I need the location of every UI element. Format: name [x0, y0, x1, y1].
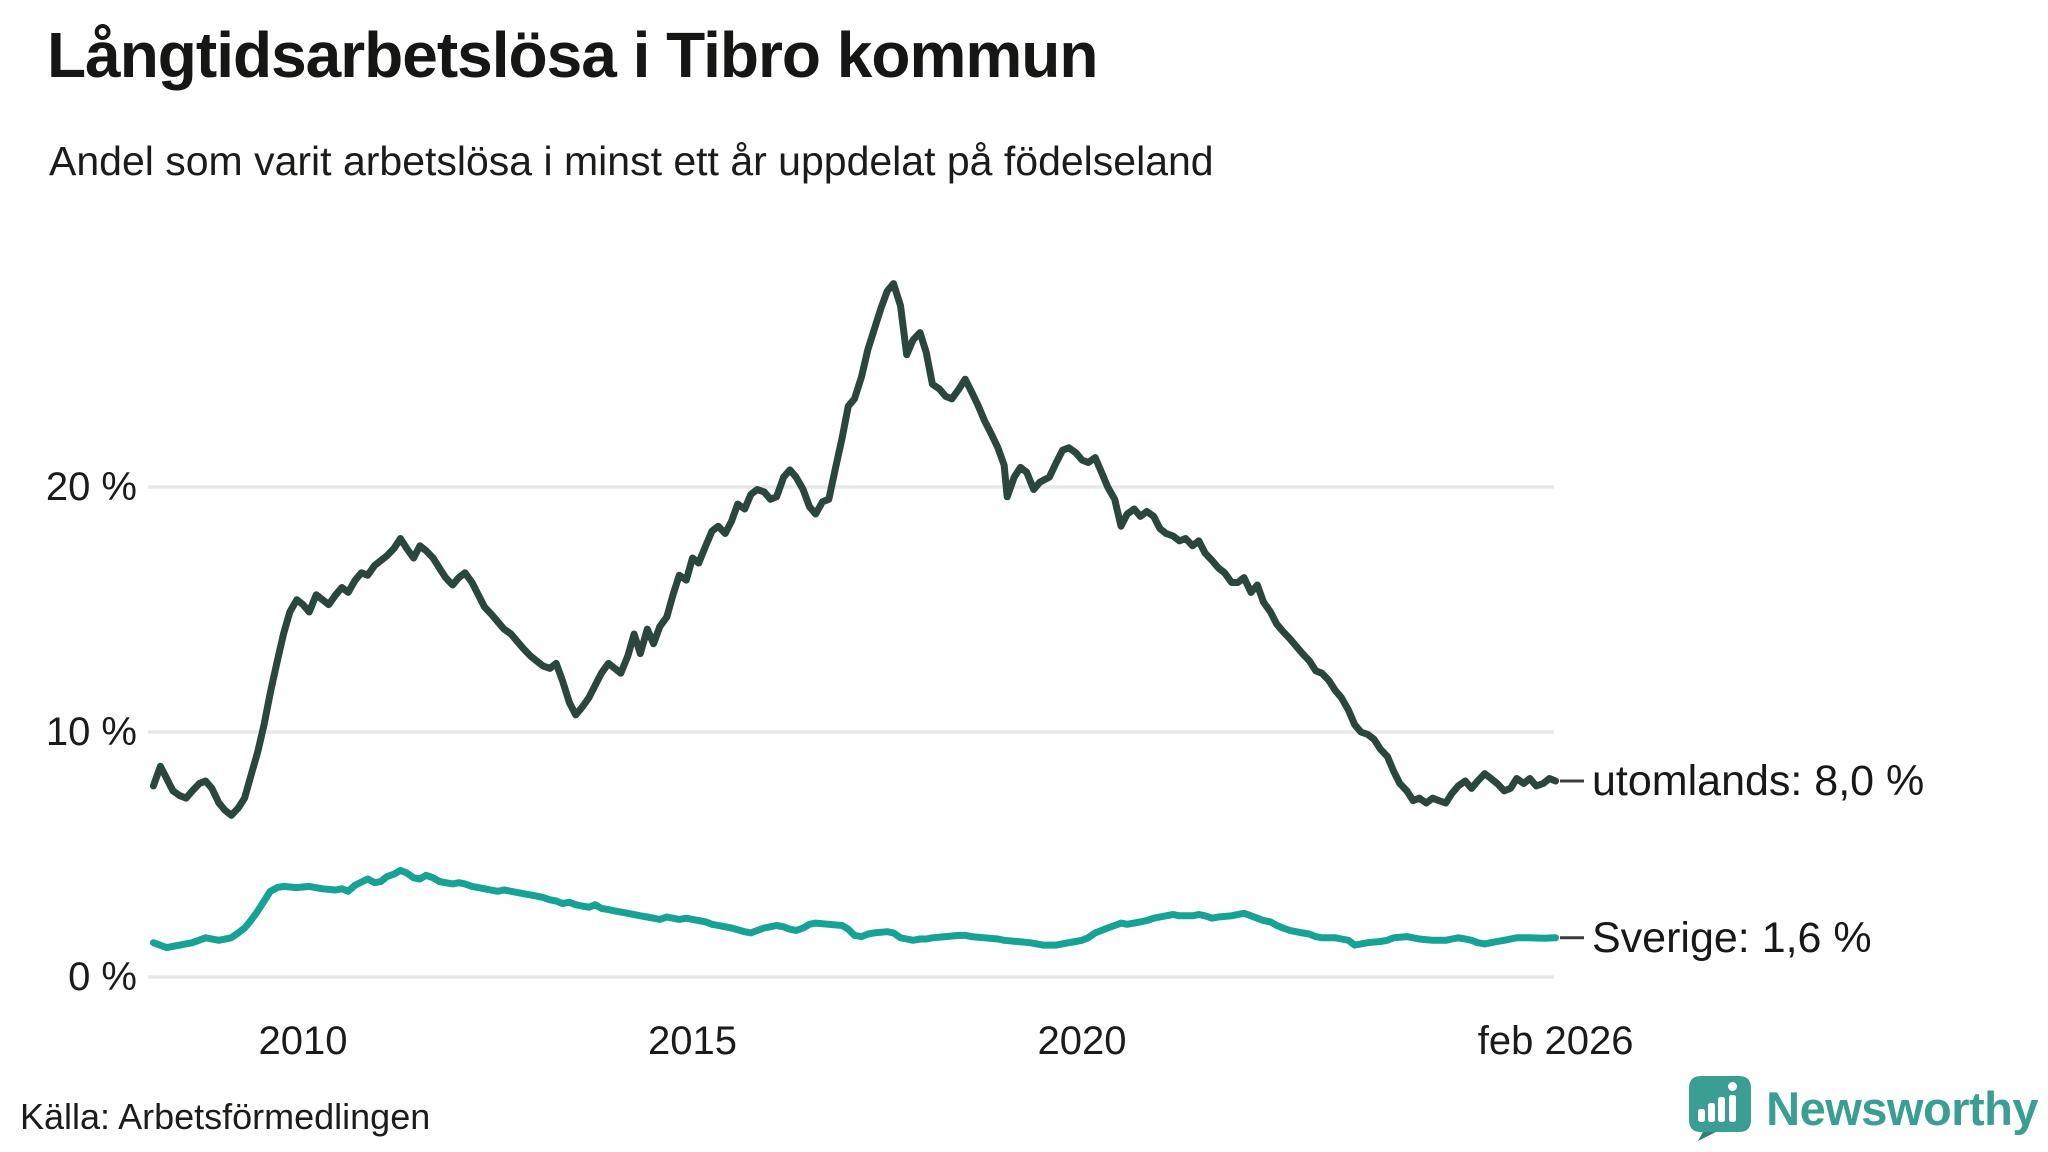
brand-name: Newsworthy	[1766, 1082, 2038, 1135]
chart-subtitle: Andel som varit arbetslösa i minst ett å…	[49, 138, 1214, 184]
gridlines	[148, 485, 1554, 979]
x-tick-label: 2010	[259, 1019, 348, 1063]
series-end-label-sverige: Sverige: 1,6 %	[1592, 914, 1872, 962]
series-end-label-utomlands: utomlands: 8,0 %	[1592, 757, 1924, 805]
x-axis-labels: 2010 2015 2020 feb 2026	[259, 1019, 1634, 1063]
series-line-sverige	[149, 866, 1560, 952]
y-axis-labels: 0 % 10 % 20 %	[46, 465, 137, 999]
newsworthy-logo-icon	[1689, 1076, 1752, 1141]
page-title: Långtidsarbetslösa i Tibro kommun	[47, 19, 1098, 91]
brand: Newsworthy	[1688, 1075, 2038, 1142]
x-tick-label: feb 2026	[1478, 1019, 1634, 1063]
x-tick-label: 2020	[1038, 1019, 1127, 1063]
series-line-utomlands	[149, 280, 1560, 819]
y-tick-label: 0 %	[68, 955, 137, 999]
y-tick-label: 20 %	[46, 465, 137, 509]
y-tick-label: 10 %	[46, 710, 137, 754]
x-tick-label: 2015	[648, 1019, 737, 1063]
source-note: Källa: Arbetsförmedlingen	[20, 1096, 431, 1137]
